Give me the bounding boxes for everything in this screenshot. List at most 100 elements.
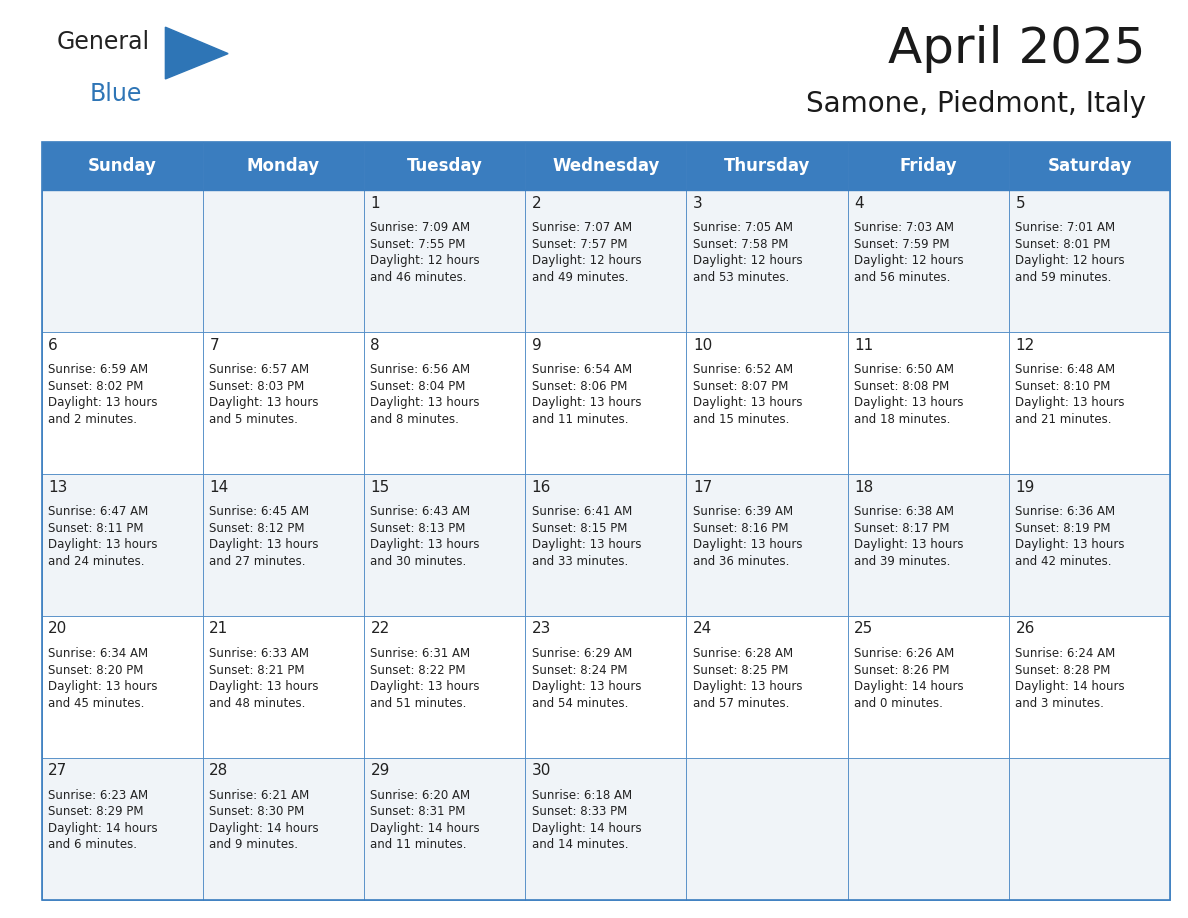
Text: 3: 3 (693, 196, 702, 211)
Text: 27: 27 (48, 764, 68, 778)
Bar (687, 474, 848, 616)
Bar (203, 332, 364, 474)
Bar (42, 142, 203, 190)
Bar (848, 474, 1009, 616)
Text: Monday: Monday (247, 157, 320, 175)
Bar (42, 616, 203, 757)
Text: 13: 13 (48, 479, 68, 495)
Text: 7: 7 (209, 338, 219, 353)
Text: 18: 18 (854, 479, 873, 495)
Text: Sunrise: 7:07 AM
Sunset: 7:57 PM
Daylight: 12 hours
and 49 minutes.: Sunrise: 7:07 AM Sunset: 7:57 PM Dayligh… (532, 221, 642, 284)
Text: Samone, Piedmont, Italy: Samone, Piedmont, Italy (805, 90, 1145, 118)
Text: Sunrise: 6:47 AM
Sunset: 8:11 PM
Daylight: 13 hours
and 24 minutes.: Sunrise: 6:47 AM Sunset: 8:11 PM Dayligh… (48, 505, 158, 567)
Bar (525, 142, 687, 190)
Text: Blue: Blue (89, 83, 141, 106)
Text: Thursday: Thursday (723, 157, 810, 175)
Text: 12: 12 (1016, 338, 1035, 353)
Text: Sunrise: 6:21 AM
Sunset: 8:30 PM
Daylight: 14 hours
and 9 minutes.: Sunrise: 6:21 AM Sunset: 8:30 PM Dayligh… (209, 789, 318, 851)
Text: Sunday: Sunday (88, 157, 157, 175)
Text: 10: 10 (693, 338, 712, 353)
Text: 20: 20 (48, 621, 68, 636)
Text: 22: 22 (371, 621, 390, 636)
Text: Saturday: Saturday (1048, 157, 1132, 175)
Bar (848, 757, 1009, 900)
Text: Sunrise: 6:54 AM
Sunset: 8:06 PM
Daylight: 13 hours
and 11 minutes.: Sunrise: 6:54 AM Sunset: 8:06 PM Dayligh… (532, 364, 642, 426)
Bar (848, 142, 1009, 190)
Text: Sunrise: 7:09 AM
Sunset: 7:55 PM
Daylight: 12 hours
and 46 minutes.: Sunrise: 7:09 AM Sunset: 7:55 PM Dayligh… (371, 221, 480, 284)
Text: 16: 16 (532, 479, 551, 495)
Text: Sunrise: 6:57 AM
Sunset: 8:03 PM
Daylight: 13 hours
and 5 minutes.: Sunrise: 6:57 AM Sunset: 8:03 PM Dayligh… (209, 364, 318, 426)
Bar (364, 616, 525, 757)
Text: 15: 15 (371, 479, 390, 495)
Text: Sunrise: 6:26 AM
Sunset: 8:26 PM
Daylight: 14 hours
and 0 minutes.: Sunrise: 6:26 AM Sunset: 8:26 PM Dayligh… (854, 647, 963, 710)
Bar (1009, 474, 1170, 616)
Bar (42, 757, 203, 900)
Bar (687, 190, 848, 332)
Bar (1009, 616, 1170, 757)
Text: 14: 14 (209, 479, 228, 495)
Text: 26: 26 (1016, 621, 1035, 636)
Bar (687, 616, 848, 757)
Bar (848, 616, 1009, 757)
Text: 25: 25 (854, 621, 873, 636)
Bar (203, 190, 364, 332)
Text: 5: 5 (1016, 196, 1025, 211)
Bar (687, 142, 848, 190)
Bar (525, 332, 687, 474)
Bar (848, 332, 1009, 474)
Text: Sunrise: 6:34 AM
Sunset: 8:20 PM
Daylight: 13 hours
and 45 minutes.: Sunrise: 6:34 AM Sunset: 8:20 PM Dayligh… (48, 647, 158, 710)
Text: Sunrise: 6:48 AM
Sunset: 8:10 PM
Daylight: 13 hours
and 21 minutes.: Sunrise: 6:48 AM Sunset: 8:10 PM Dayligh… (1016, 364, 1125, 426)
Text: 17: 17 (693, 479, 712, 495)
Text: Sunrise: 6:56 AM
Sunset: 8:04 PM
Daylight: 13 hours
and 8 minutes.: Sunrise: 6:56 AM Sunset: 8:04 PM Dayligh… (371, 364, 480, 426)
Text: Sunrise: 6:28 AM
Sunset: 8:25 PM
Daylight: 13 hours
and 57 minutes.: Sunrise: 6:28 AM Sunset: 8:25 PM Dayligh… (693, 647, 802, 710)
Text: 23: 23 (532, 621, 551, 636)
Text: April 2025: April 2025 (889, 25, 1145, 73)
Text: 2: 2 (532, 196, 542, 211)
Text: Sunrise: 6:20 AM
Sunset: 8:31 PM
Daylight: 14 hours
and 11 minutes.: Sunrise: 6:20 AM Sunset: 8:31 PM Dayligh… (371, 789, 480, 851)
Text: Sunrise: 6:52 AM
Sunset: 8:07 PM
Daylight: 13 hours
and 15 minutes.: Sunrise: 6:52 AM Sunset: 8:07 PM Dayligh… (693, 364, 802, 426)
Text: Sunrise: 6:38 AM
Sunset: 8:17 PM
Daylight: 13 hours
and 39 minutes.: Sunrise: 6:38 AM Sunset: 8:17 PM Dayligh… (854, 505, 963, 567)
Bar (364, 474, 525, 616)
Text: Sunrise: 6:43 AM
Sunset: 8:13 PM
Daylight: 13 hours
and 30 minutes.: Sunrise: 6:43 AM Sunset: 8:13 PM Dayligh… (371, 505, 480, 567)
Bar (203, 616, 364, 757)
Text: 9: 9 (532, 338, 542, 353)
Text: Sunrise: 6:59 AM
Sunset: 8:02 PM
Daylight: 13 hours
and 2 minutes.: Sunrise: 6:59 AM Sunset: 8:02 PM Dayligh… (48, 364, 158, 426)
Bar (525, 474, 687, 616)
Text: Sunrise: 6:36 AM
Sunset: 8:19 PM
Daylight: 13 hours
and 42 minutes.: Sunrise: 6:36 AM Sunset: 8:19 PM Dayligh… (1016, 505, 1125, 567)
Bar (1009, 190, 1170, 332)
Text: Sunrise: 6:45 AM
Sunset: 8:12 PM
Daylight: 13 hours
and 27 minutes.: Sunrise: 6:45 AM Sunset: 8:12 PM Dayligh… (209, 505, 318, 567)
Bar (42, 474, 203, 616)
Text: 21: 21 (209, 621, 228, 636)
Text: Tuesday: Tuesday (406, 157, 482, 175)
Bar (364, 190, 525, 332)
Text: Sunrise: 7:03 AM
Sunset: 7:59 PM
Daylight: 12 hours
and 56 minutes.: Sunrise: 7:03 AM Sunset: 7:59 PM Dayligh… (854, 221, 963, 284)
Text: Wednesday: Wednesday (552, 157, 659, 175)
Text: Sunrise: 6:29 AM
Sunset: 8:24 PM
Daylight: 13 hours
and 54 minutes.: Sunrise: 6:29 AM Sunset: 8:24 PM Dayligh… (532, 647, 642, 710)
Text: 28: 28 (209, 764, 228, 778)
Text: 4: 4 (854, 196, 864, 211)
Bar (525, 190, 687, 332)
Text: Friday: Friday (899, 157, 958, 175)
Text: Sunrise: 7:05 AM
Sunset: 7:58 PM
Daylight: 12 hours
and 53 minutes.: Sunrise: 7:05 AM Sunset: 7:58 PM Dayligh… (693, 221, 803, 284)
Bar (364, 142, 525, 190)
Bar (203, 757, 364, 900)
Text: 6: 6 (48, 338, 58, 353)
Bar (364, 332, 525, 474)
Bar (1009, 757, 1170, 900)
Text: Sunrise: 6:24 AM
Sunset: 8:28 PM
Daylight: 14 hours
and 3 minutes.: Sunrise: 6:24 AM Sunset: 8:28 PM Dayligh… (1016, 647, 1125, 710)
Bar (1009, 332, 1170, 474)
Bar (525, 757, 687, 900)
Text: Sunrise: 6:23 AM
Sunset: 8:29 PM
Daylight: 14 hours
and 6 minutes.: Sunrise: 6:23 AM Sunset: 8:29 PM Dayligh… (48, 789, 158, 851)
Text: 1: 1 (371, 196, 380, 211)
Text: 11: 11 (854, 338, 873, 353)
Bar (203, 474, 364, 616)
Text: Sunrise: 6:39 AM
Sunset: 8:16 PM
Daylight: 13 hours
and 36 minutes.: Sunrise: 6:39 AM Sunset: 8:16 PM Dayligh… (693, 505, 802, 567)
Bar (687, 757, 848, 900)
Bar (687, 332, 848, 474)
Text: Sunrise: 6:33 AM
Sunset: 8:21 PM
Daylight: 13 hours
and 48 minutes.: Sunrise: 6:33 AM Sunset: 8:21 PM Dayligh… (209, 647, 318, 710)
Text: Sunrise: 6:50 AM
Sunset: 8:08 PM
Daylight: 13 hours
and 18 minutes.: Sunrise: 6:50 AM Sunset: 8:08 PM Dayligh… (854, 364, 963, 426)
Bar (848, 190, 1009, 332)
Bar (364, 757, 525, 900)
Bar (42, 332, 203, 474)
Text: 30: 30 (532, 764, 551, 778)
